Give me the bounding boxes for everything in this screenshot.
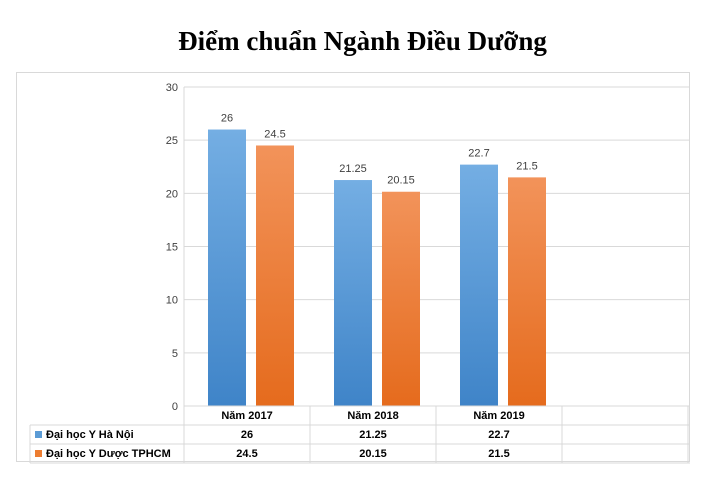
chart-title: Điểm chuẩn Ngành Điều Dưỡng (178, 26, 547, 56)
x-category-label: Năm 2018 (347, 410, 398, 422)
data-label: 20.15 (387, 175, 415, 187)
y-tick-label: 20 (166, 188, 178, 200)
y-tick-label: 5 (172, 348, 178, 360)
table-cell: 24.5 (236, 448, 257, 460)
data-label: 24.5 (264, 128, 285, 140)
y-tick-label: 25 (166, 135, 178, 147)
data-label: 22.7 (468, 148, 489, 160)
bar (460, 164, 498, 406)
data-label: 21.25 (339, 163, 367, 175)
bar (256, 145, 294, 406)
x-category-label: Năm 2017 (221, 410, 272, 422)
data-label: 21.5 (516, 160, 537, 172)
table-cell: 22.7 (488, 429, 509, 441)
bar (334, 180, 372, 406)
y-tick-label: 0 (172, 401, 178, 413)
y-tick-label: 10 (166, 295, 178, 307)
table-cell: 26 (241, 429, 253, 441)
bar (208, 129, 246, 407)
chart-frame (16, 72, 690, 462)
y-tick-label: 15 (166, 242, 178, 254)
bar (382, 191, 420, 406)
x-category-label: Năm 2019 (473, 410, 524, 422)
bar (508, 177, 546, 406)
y-tick-label: 30 (166, 82, 178, 94)
table-cell: 21.5 (488, 448, 509, 460)
table-cell: 21.25 (359, 429, 387, 441)
legend-entry: Đại học Y Hà Nội (46, 429, 134, 441)
legend-swatch (35, 450, 42, 457)
table-cell: 20.15 (359, 448, 387, 460)
legend-swatch (35, 431, 42, 438)
data-label: 26 (221, 113, 233, 125)
legend-entry: Đại học Y Dược TPHCM (46, 448, 171, 460)
